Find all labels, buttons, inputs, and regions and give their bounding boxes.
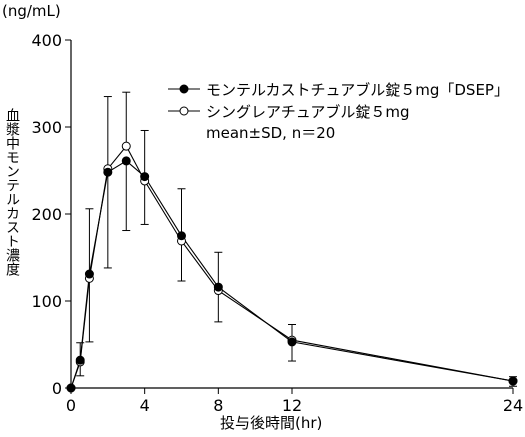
legend: モンテルカストチュアブル錠５mg「DSEP」 シングレアチュアブル錠５mg me…	[168, 78, 509, 144]
y-tick-label: 100	[31, 292, 62, 311]
legend-item-singulair: シングレアチュアブル錠５mg	[168, 100, 509, 122]
legend-note: mean±SD, n＝20	[206, 124, 336, 142]
y-tick-label: 300	[31, 118, 62, 137]
data-point-dsep	[84, 269, 94, 279]
y-unit-label: (ng/mL)	[2, 2, 61, 20]
data-point-dsep	[508, 376, 518, 386]
data-point-dsep	[103, 167, 113, 177]
y-tick-label: 400	[31, 31, 62, 50]
series-markers	[66, 141, 518, 393]
series-lines	[70, 145, 514, 389]
data-point-dsep	[75, 355, 85, 365]
data-point-dsep	[66, 383, 76, 393]
y-axis-label: 血漿中モンテルカスト濃度	[4, 108, 20, 276]
x-tick-label: 0	[66, 396, 76, 415]
x-axis-label: 投与後時間(hr)	[220, 414, 323, 432]
filled-circle-marker-icon	[168, 84, 200, 94]
legend-label-dsep: モンテルカストチュアブル錠５mg「DSEP」	[206, 80, 509, 99]
legend-item-dsep: モンテルカストチュアブル錠５mg「DSEP」	[168, 78, 509, 100]
data-point-singulair	[121, 141, 131, 151]
x-tick-label: 4	[140, 396, 150, 415]
data-point-dsep	[213, 282, 223, 292]
data-point-dsep	[287, 337, 297, 347]
x-tick-label: 24	[503, 396, 523, 415]
axes: 0 100 200 300 400 0 4 8 12 24	[31, 31, 523, 415]
data-point-dsep	[177, 231, 186, 241]
x-tick-label: 8	[213, 396, 223, 415]
x-tick-label: 12	[282, 396, 302, 415]
y-tick-label: 0	[52, 379, 62, 398]
y-tick-label: 200	[31, 205, 62, 224]
data-point-dsep	[140, 172, 150, 182]
series-line-singulair	[70, 145, 514, 389]
legend-label-singulair: シングレアチュアブル錠５mg	[206, 102, 410, 121]
data-point-dsep	[121, 156, 131, 166]
open-circle-marker-icon	[168, 106, 200, 116]
